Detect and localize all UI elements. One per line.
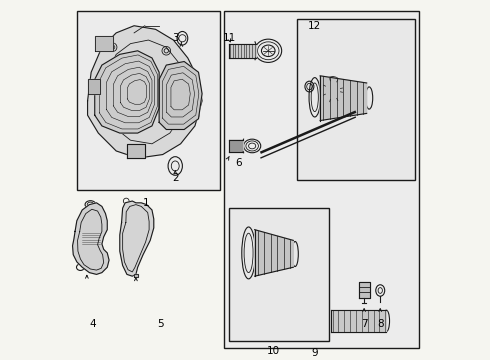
Text: 1: 1 xyxy=(143,198,150,208)
Text: 3: 3 xyxy=(172,33,178,43)
Text: 8: 8 xyxy=(378,319,384,329)
Polygon shape xyxy=(360,282,370,298)
Text: 5: 5 xyxy=(158,319,164,329)
Polygon shape xyxy=(88,26,202,158)
Polygon shape xyxy=(95,51,159,133)
Bar xyxy=(297,19,415,180)
Polygon shape xyxy=(159,62,202,130)
Polygon shape xyxy=(255,230,294,276)
Text: 11: 11 xyxy=(223,33,236,43)
Polygon shape xyxy=(134,274,138,277)
Polygon shape xyxy=(88,80,100,94)
Polygon shape xyxy=(229,140,243,152)
Text: 4: 4 xyxy=(90,319,96,329)
Polygon shape xyxy=(120,201,154,276)
Text: 9: 9 xyxy=(312,348,318,358)
Polygon shape xyxy=(229,44,256,58)
Polygon shape xyxy=(95,36,113,51)
Text: 7: 7 xyxy=(362,319,368,329)
Text: 6: 6 xyxy=(236,158,242,168)
Polygon shape xyxy=(320,76,367,121)
Bar xyxy=(229,208,329,341)
Bar xyxy=(77,12,220,190)
Text: 12: 12 xyxy=(308,21,321,31)
Polygon shape xyxy=(73,203,109,274)
Polygon shape xyxy=(331,310,386,332)
Text: 2: 2 xyxy=(172,173,178,183)
Polygon shape xyxy=(127,144,145,158)
Text: 10: 10 xyxy=(267,346,280,356)
Bar xyxy=(223,12,418,348)
